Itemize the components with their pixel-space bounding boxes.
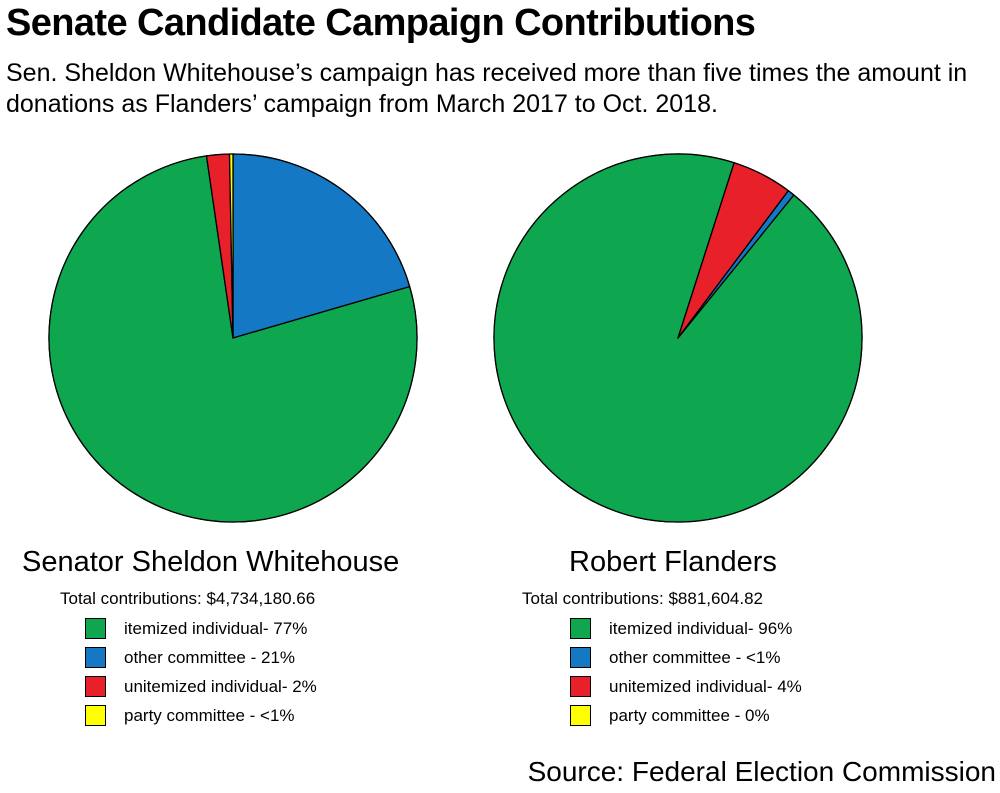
pie-slice-flanders-other — [677, 190, 795, 339]
legend-item-flanders-other: other committee - <1% — [570, 643, 802, 672]
legend-swatch-other — [570, 647, 591, 668]
legend-label-other: other committee - <1% — [609, 647, 781, 667]
legend-label-party: party committee - <1% — [124, 705, 295, 725]
legend-item-whitehouse-unitemized: unitemized individual- 2% — [85, 672, 317, 701]
legend-item-flanders-party: party committee - 0% — [570, 701, 802, 730]
legend-flanders: itemized individual- 96% other committee … — [570, 614, 802, 730]
legend-label-party: party committee - 0% — [609, 705, 770, 725]
total-contributions-flanders: Total contributions: $881,604.82 — [522, 589, 764, 608]
pie-slice-whitehouse-party — [228, 153, 234, 339]
legend-item-flanders-itemized: itemized individual- 96% — [570, 614, 802, 643]
pie-chart-whitehouse — [48, 153, 418, 523]
pie-slice-whitehouse-itemized — [48, 155, 418, 523]
candidate-name-flanders: Robert Flanders — [569, 546, 777, 578]
total-contributions-whitehouse: Total contributions: $4,734,180.66 — [60, 589, 316, 608]
legend-swatch-unitemized — [570, 676, 591, 697]
legend-item-whitehouse-itemized: itemized individual- 77% — [85, 614, 317, 643]
legend-item-whitehouse-party: party committee - <1% — [85, 701, 317, 730]
legend-label-unitemized: unitemized individual- 2% — [124, 676, 317, 696]
legend-item-whitehouse-other: other committee - 21% — [85, 643, 317, 672]
pie-chart-flanders — [493, 153, 863, 523]
candidate-name-whitehouse: Senator Sheldon Whitehouse — [22, 546, 400, 578]
chart-subtitle: Sen. Sheldon Whitehouse’s campaign has r… — [6, 59, 968, 118]
chart-title: Senate Candidate Campaign Contributions — [6, 2, 756, 44]
legend-label-other: other committee - 21% — [124, 647, 296, 667]
legend-label-itemized: itemized individual- 77% — [124, 618, 308, 638]
legend-swatch-unitemized — [85, 676, 106, 697]
legend-swatch-itemized — [570, 618, 591, 639]
legend-label-itemized: itemized individual- 96% — [609, 618, 793, 638]
legend-item-flanders-unitemized: unitemized individual- 4% — [570, 672, 802, 701]
legend-label-unitemized: unitemized individual- 4% — [609, 676, 802, 696]
legend-swatch-party — [85, 705, 106, 726]
legend-swatch-party — [570, 705, 591, 726]
pie-slice-whitehouse-other — [232, 153, 411, 339]
legend-swatch-other — [85, 647, 106, 668]
legend-swatch-itemized — [85, 618, 106, 639]
source-note: Source: Federal Election Commission — [527, 756, 996, 787]
legend-whitehouse: itemized individual- 77% other committee … — [85, 614, 317, 730]
